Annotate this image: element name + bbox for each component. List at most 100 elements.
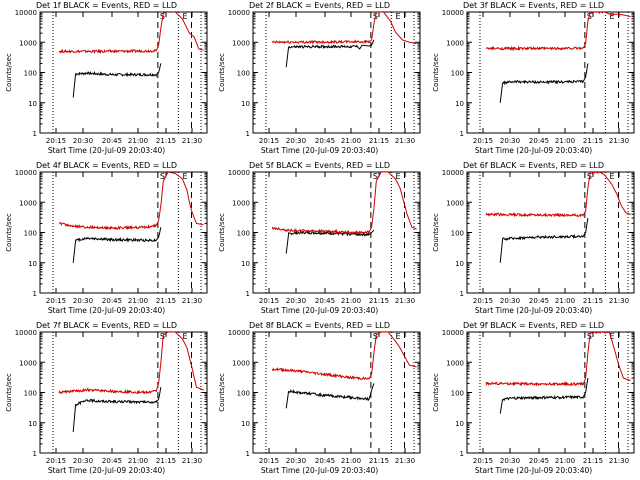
x-tick-label: 20:45 [102,297,122,305]
y-tick-label: 1000 [446,39,464,47]
x-tick-label: 20:45 [102,137,122,145]
annotation-s: S [160,332,165,341]
panel-plot: 1 10 100 1000 10000 20:15 20:30 20:45 21:00 21:15… [218,329,421,465]
x-tick-label: 21:15 [156,457,176,465]
y-axis-label: Counts/sec [218,373,226,412]
detector-panel: 1 10 100 1000 10000 20:15 20:30 20:45 21:00 21:15… [213,160,426,320]
y-tick-label: 1 [33,130,37,138]
x-tick-label: 20:45 [102,457,122,465]
y-tick-label: 10000 [15,9,37,17]
x-tick-label: 20:15 [259,137,279,145]
x-tick-label: 20:45 [315,297,335,305]
y-axis-label: Counts/sec [432,373,440,412]
x-tick-label: 21:30 [182,297,202,305]
x-axis-label: Start Time (20-Jul-09 20:03:40) [260,466,379,475]
series-lld [485,12,631,52]
x-tick-label: 20:45 [529,137,549,145]
y-tick-label: 100 [451,70,464,78]
y-tick-label: 1000 [19,359,37,367]
annotation-e: E [182,332,187,341]
x-tick-label: 20:30 [286,297,306,305]
annotation-e: E [182,172,187,181]
y-tick-label: 1000 [232,39,250,47]
y-tick-label: 1 [33,450,37,458]
x-tick-label: 21:15 [156,137,176,145]
x-axis-label: Start Time (20-Jul-09 20:03:40) [47,146,166,155]
x-tick-label: 21:30 [182,137,202,145]
x-tick-label: 20:45 [529,457,549,465]
panel-plot: 1 10 100 1000 10000 20:15 20:30 20:45 21:00 21:15… [432,9,635,145]
panel-plot: 1 10 100 1000 10000 20:15 20:30 20:45 21:00 21:15… [5,329,208,465]
y-tick-label: 100 [24,230,37,238]
x-axis-label: Start Time (20-Jul-09 20:03:40) [474,146,593,155]
series-events [72,387,162,432]
x-tick-label: 21:00 [128,297,148,305]
series-lld [485,172,631,218]
series-events [499,63,589,103]
x-axis-label: Start Time (20-Jul-09 20:03:40) [260,146,379,155]
y-tick-label: 100 [451,230,464,238]
panel-title: Det 4f BLACK = Events, RED = LLD [35,161,178,170]
plot-frame [252,331,421,454]
y-tick-label: 1000 [19,39,37,47]
y-tick-label: 10000 [228,169,250,177]
series-lld [58,12,204,54]
x-tick-label: 20:15 [46,137,66,145]
x-tick-label: 21:15 [156,297,176,305]
y-tick-label: 1 [460,130,464,138]
plot-frame [39,11,208,134]
panel-plot: 1 10 100 1000 10000 20:15 20:30 20:45 21:00 21:15… [432,169,635,305]
x-tick-label: 20:45 [529,297,549,305]
x-tick-label: 21:00 [555,137,575,145]
series-lld [485,332,631,387]
series-events [499,378,589,414]
detector-panel: 1 10 100 1000 10000 20:15 20:30 20:45 21:00 21:15… [0,160,213,320]
series-events [285,229,375,254]
panel-title: Det 8f BLACK = Events, RED = LLD [248,321,391,330]
y-tick-label: 1 [246,450,250,458]
y-tick-label: 10 [28,100,37,108]
panel-plot: 1 10 100 1000 10000 20:15 20:30 20:45 21:00 21:15… [432,329,635,465]
annotation-e: E [182,12,187,21]
y-tick-label: 10000 [228,329,250,337]
panel-plot: 1 10 100 1000 10000 20:15 20:30 20:45 21:00 21:15… [5,9,208,145]
annotation-e: E [609,12,614,21]
x-tick-label: 20:30 [73,457,93,465]
x-tick-label: 21:30 [609,137,629,145]
y-tick-label: 10 [455,260,464,268]
x-tick-label: 20:45 [315,137,335,145]
y-tick-label: 10000 [442,9,464,17]
y-tick-label: 10 [28,260,37,268]
y-tick-label: 10000 [228,9,250,17]
y-axis-label: Counts/sec [5,373,13,412]
x-tick-label: 20:30 [500,297,520,305]
annotation-e: E [609,172,614,181]
y-tick-label: 10000 [15,329,37,337]
x-tick-label: 21:00 [128,137,148,145]
y-tick-label: 1000 [232,199,250,207]
x-tick-label: 21:30 [395,137,415,145]
y-tick-label: 100 [451,390,464,398]
x-tick-label: 20:15 [473,457,493,465]
x-axis-label: Start Time (20-Jul-09 20:03:40) [474,466,593,475]
x-tick-label: 21:15 [583,137,603,145]
panel-plot: 1 10 100 1000 10000 20:15 20:30 20:45 21:00 21:15… [218,9,421,145]
plot-frame [466,171,635,294]
x-tick-label: 20:45 [315,457,335,465]
y-tick-label: 1000 [232,359,250,367]
plot-frame [466,331,635,454]
y-tick-label: 100 [237,230,250,238]
series-events [285,383,375,409]
plot-frame [39,171,208,294]
panel-title: Det 7f BLACK = Events, RED = LLD [35,321,178,330]
detector-panel: 1 10 100 1000 10000 20:15 20:30 20:45 21:00 21:15… [427,160,640,320]
y-tick-label: 100 [24,390,37,398]
x-tick-label: 21:00 [128,457,148,465]
x-tick-label: 21:15 [369,297,389,305]
y-tick-label: 10 [241,260,250,268]
x-tick-label: 20:15 [259,297,279,305]
detector-panel: 1 10 100 1000 10000 20:15 20:30 20:45 21:00 21:15… [427,320,640,480]
x-tick-label: 20:30 [73,297,93,305]
panel-title: Det 3f BLACK = Events, RED = LLD [462,1,605,10]
